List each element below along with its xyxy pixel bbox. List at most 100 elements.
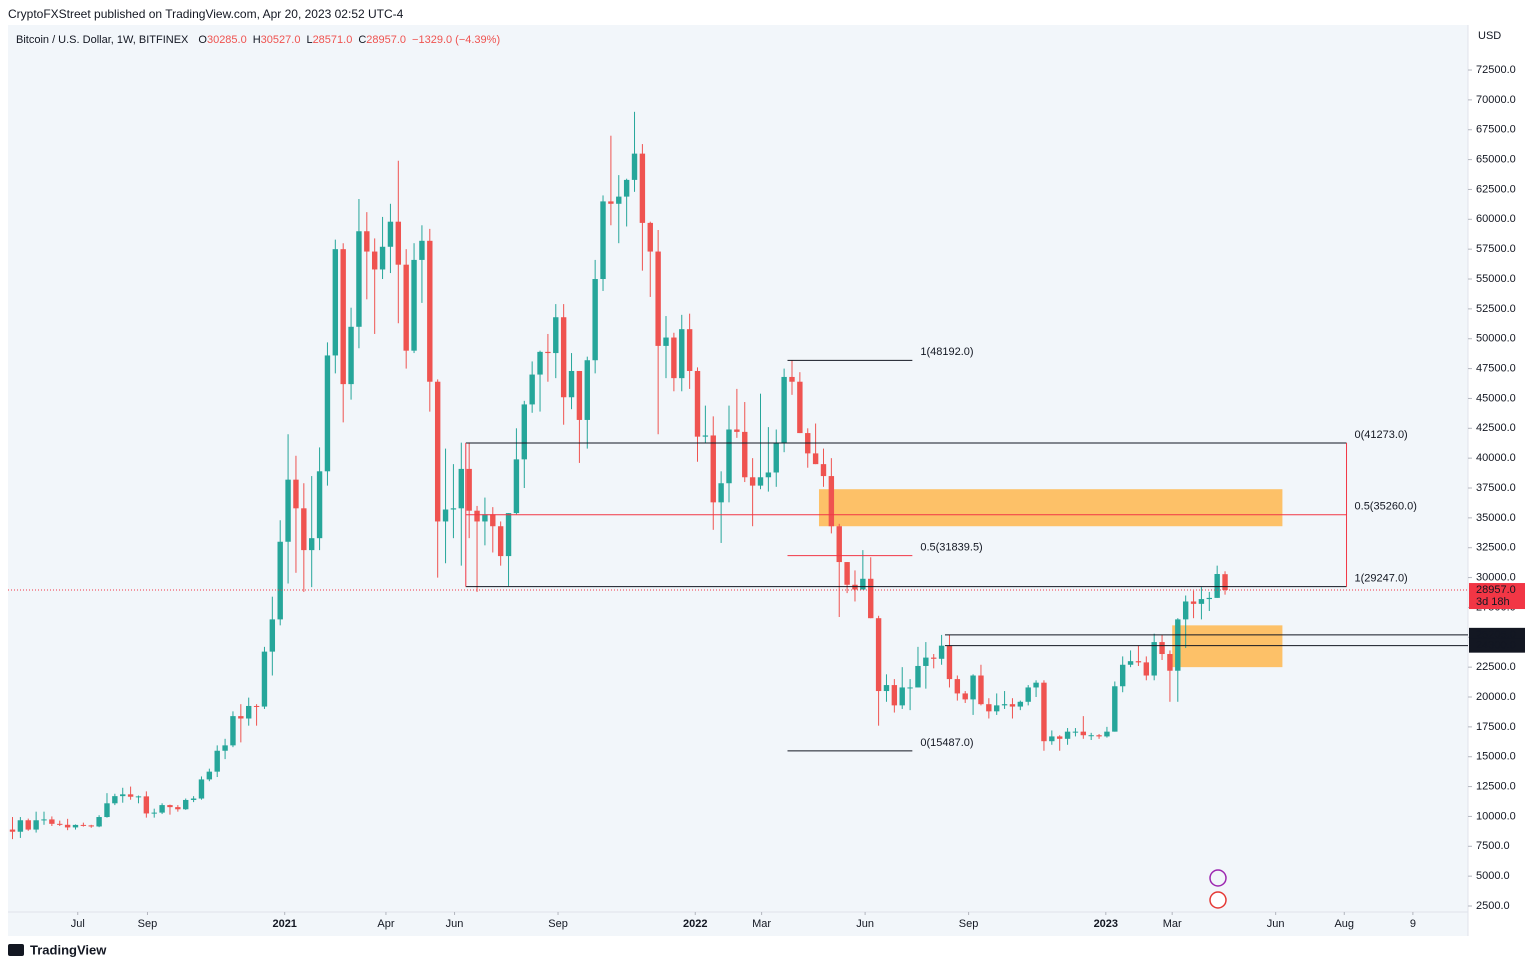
x-tick-label: Mar <box>752 918 771 930</box>
candle-body <box>1112 686 1118 732</box>
y-tick-label: 67500.0 <box>1476 124 1516 136</box>
x-tick-label: Jun <box>446 918 464 930</box>
x-tick-label: 2022 <box>683 918 707 930</box>
candle-body <box>206 771 213 780</box>
candle-body <box>1119 664 1126 687</box>
candle-body <box>285 479 291 542</box>
fib-label: 1(29247.0) <box>1355 572 1408 584</box>
candle-body <box>151 812 157 814</box>
candle-body <box>584 360 590 420</box>
candle-body <box>1025 687 1031 702</box>
candle-body <box>899 687 905 706</box>
candle-body <box>710 435 716 503</box>
candle-body <box>994 705 1000 712</box>
candle-body <box>718 483 724 503</box>
fib-label: 0(15487.0) <box>920 737 973 749</box>
y-tick-label: 40000.0 <box>1476 452 1516 464</box>
x-tick-label: 9 <box>1410 918 1416 930</box>
level-tag <box>1469 627 1525 642</box>
candle-body <box>1175 619 1181 671</box>
candle-body <box>1167 654 1173 671</box>
candle-body <box>198 779 205 799</box>
candle-body <box>1151 642 1157 676</box>
symbol: Bitcoin / U.S. Dollar, 1W, BITFINEX <box>16 34 189 46</box>
candle-body <box>1041 682 1047 742</box>
candle-body <box>450 508 457 510</box>
x-tick-label: Jul <box>71 918 85 930</box>
axis-unit: USD <box>1478 30 1501 42</box>
candle-body <box>96 817 102 827</box>
candle-body <box>797 381 803 434</box>
x-tick-label: Jun <box>856 918 874 930</box>
ohlc-value: 28571.0 <box>313 34 353 46</box>
candle-body <box>474 510 480 522</box>
candle-body <box>600 201 606 280</box>
candle-body <box>72 824 79 828</box>
candle-body <box>238 716 244 719</box>
candle-body <box>907 687 913 689</box>
candle-body <box>159 805 165 813</box>
y-tick-label: 65000.0 <box>1476 153 1516 165</box>
candle-body <box>25 820 31 830</box>
candle-body <box>962 693 968 700</box>
y-tick-label: 22500.0 <box>1476 661 1516 673</box>
candle-body <box>560 317 567 398</box>
y-tick-label: 10000.0 <box>1476 810 1516 822</box>
candle-body <box>537 351 543 375</box>
candle-body <box>324 355 331 472</box>
candle-body <box>348 326 354 385</box>
event-icon[interactable] <box>1209 869 1227 887</box>
candle-body <box>1056 736 1063 739</box>
candle-body <box>1135 661 1142 663</box>
candle-body <box>490 514 496 527</box>
candle-body <box>844 562 850 585</box>
candle-body <box>49 819 55 824</box>
candle-body <box>1096 735 1102 737</box>
candle-body <box>616 196 622 204</box>
candle-body <box>246 705 252 719</box>
event-icon[interactable] <box>1209 891 1227 909</box>
y-tick-label: 60000.0 <box>1476 213 1516 225</box>
candle-body <box>828 476 835 527</box>
candle-body <box>702 435 709 437</box>
candle-body <box>411 259 417 351</box>
candle-body <box>395 221 402 265</box>
candle-body <box>671 337 677 379</box>
fib-label: 0.5(35260.0) <box>1355 501 1417 513</box>
candle-body <box>379 246 386 270</box>
candle-body <box>64 824 71 828</box>
level-tag <box>1469 638 1525 653</box>
candle-body <box>497 526 504 557</box>
plot-background <box>8 25 1468 912</box>
candle-body <box>332 249 339 356</box>
y-tick-label: 37500.0 <box>1476 482 1516 494</box>
published-line: CryptoFXStreet published on TradingView.… <box>8 7 404 21</box>
candle-body <box>631 153 638 180</box>
y-tick-label: 42500.0 <box>1476 422 1516 434</box>
y-tick-label: 2500.0 <box>1476 900 1510 912</box>
countdown: 3d 18h <box>1476 596 1510 608</box>
candle-body <box>1033 682 1039 688</box>
candle-body <box>663 337 669 346</box>
candle-body <box>521 404 527 460</box>
candle-body <box>222 745 228 751</box>
y-tick-label: 45000.0 <box>1476 392 1516 404</box>
x-tick-label: Apr <box>377 918 394 930</box>
candle-body <box>1127 661 1134 665</box>
candle-body <box>749 477 756 486</box>
candle-body <box>1088 735 1094 737</box>
last-price-label: 28957.0 <box>1476 584 1516 596</box>
ohlc-key: O <box>198 34 207 46</box>
candle-body <box>308 538 315 551</box>
candle-body <box>931 657 937 659</box>
candle-body <box>301 508 307 551</box>
candle-body <box>167 805 173 808</box>
candle-body <box>1222 574 1228 591</box>
candle-body <box>293 479 299 509</box>
y-tick-label: 12500.0 <box>1476 780 1516 792</box>
x-tick-label: 2023 <box>1094 918 1118 930</box>
candle-body <box>923 657 929 666</box>
candle-body <box>190 798 197 800</box>
